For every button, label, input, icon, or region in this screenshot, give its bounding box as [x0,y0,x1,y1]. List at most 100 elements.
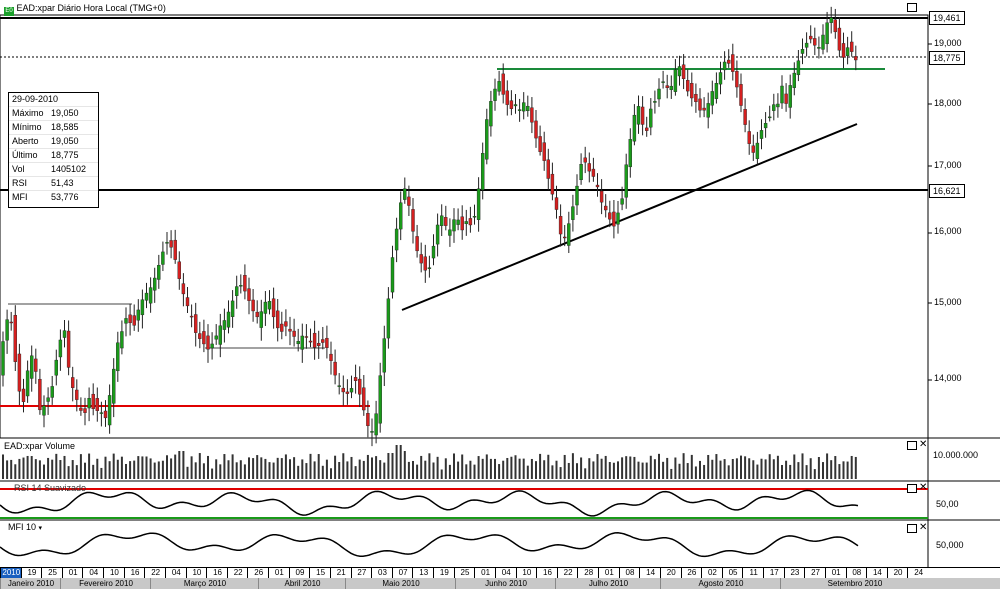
candle-body [563,236,567,239]
date-tick-label: 10 [103,568,125,578]
date-tick-label: 01 [474,568,496,578]
volume-bar [617,461,619,479]
volume-bar [207,455,209,479]
candle-body [665,85,669,89]
volume-bar [604,455,607,479]
volume-bar [731,458,734,479]
candle-body [54,359,58,376]
candle-body [415,236,419,252]
candle-body [177,261,182,279]
trend-line [401,123,858,311]
volume-bar [67,466,70,479]
candle-body [821,34,825,50]
volume-bar [448,464,451,479]
close-mfi-panel-icon[interactable]: ✕ [919,522,928,533]
volume-bar [420,455,423,479]
volume-bar [55,453,58,479]
date-tick-label: 13 [412,568,434,578]
candle-body [476,188,481,220]
volume-bar [297,465,300,479]
volume-bar [120,456,123,479]
maximize-mfi-panel-button[interactable] [907,524,917,533]
volume-bar [100,467,103,479]
candle-body [423,256,427,271]
volume-bar [809,458,812,479]
volume-bar [469,460,472,479]
candle-body [841,43,846,58]
date-tick-label: 25 [41,568,63,578]
volume-bar [227,460,230,479]
candle-body [148,287,153,304]
volume-bar [18,458,21,479]
volume-bar [633,456,636,479]
candle-body [780,85,784,104]
candle-body [399,202,403,230]
date-tick-label: 10 [185,568,208,578]
maximize-rsi-panel-button[interactable] [907,484,917,493]
volume-bar [694,466,697,479]
volume-bar [215,459,218,479]
candle-body [284,321,288,327]
volume-bar [436,456,439,479]
candle-body [251,299,255,312]
volume-bar [740,455,742,479]
dropdown-arrow-icon[interactable]: ▾ [38,525,43,532]
volume-axis-label: 10.000.000 [933,450,979,460]
candle-body [193,314,198,333]
date-tick-label: 2010 [0,568,22,578]
candle-body [735,71,739,88]
candle-body [640,106,645,125]
volume-bar [789,464,792,479]
row-value: 18,775 [51,150,79,160]
date-tick-label: 01 [824,568,847,578]
candle-body [136,309,141,321]
candle-body [300,335,304,350]
volume-bar [703,464,706,479]
y-tick-label: 19,000 [934,38,962,48]
candle-body [558,216,563,235]
maximize-volume-panel-button[interactable] [907,441,917,450]
date-tick-label: 04 [494,568,517,578]
volume-bar [781,464,783,479]
volume-bar [256,455,259,479]
volume-bar [457,461,460,479]
volume-bar [190,456,193,479]
volume-bar [686,463,689,479]
candle-body [140,299,145,316]
candle-body [25,370,30,397]
volume-bar [358,459,361,479]
candle-body [538,136,542,152]
candle-body [152,277,157,291]
volume-bar [211,468,214,479]
candle-body [448,229,452,236]
volume-bar [387,453,390,479]
close-volume-panel-icon[interactable]: ✕ [919,439,928,450]
candle-body [722,61,727,71]
candle-body [234,286,239,296]
close-rsi-panel-icon[interactable]: ✕ [919,482,928,493]
date-tick-label: 01 [598,568,620,578]
month-label: Janeiro 2010 [0,578,61,589]
volume-bar [108,461,111,479]
candle-body [173,239,177,260]
volume-bar [535,461,537,479]
candle-body [513,104,518,107]
volume-bar [518,458,521,479]
candle-body [481,153,485,191]
volume-bar [34,459,37,479]
month-label: Setembro 2010 [780,578,929,589]
date-tick-label: 10 [515,568,538,578]
volume-bar [309,453,312,479]
volume-panel-title: EAD:xpar Volume [4,441,76,451]
candle-body [116,342,120,372]
maximize-price-panel-button[interactable] [907,3,917,12]
candle-body [280,323,284,332]
candle-body [111,368,116,404]
date-tick-label: 01 [268,568,290,578]
data-window-row: Aberto 19,050 [9,134,98,148]
volume-bar [785,460,788,479]
candle-body [698,98,702,111]
volume-bar [38,460,41,479]
date-tick-label: 22 [226,568,249,578]
